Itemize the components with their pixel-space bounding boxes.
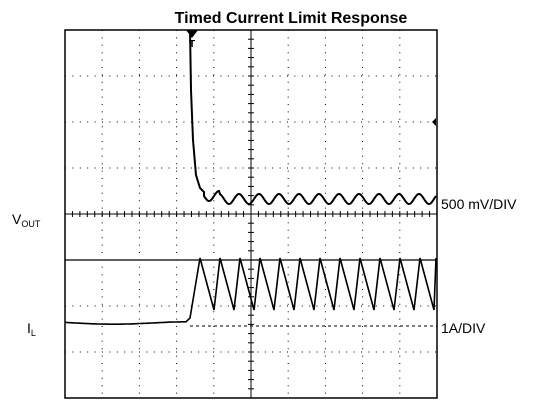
- channel-name: V: [12, 211, 22, 227]
- trigger-level: [432, 118, 436, 126]
- channel-scale: 1A/DIV: [441, 320, 486, 336]
- channel-subscript: L: [31, 328, 36, 338]
- il-trace: [65, 257, 437, 325]
- vout-trace: [189, 29, 437, 206]
- trigger-arrow: [186, 30, 198, 38]
- channel-label: IL: [27, 320, 36, 338]
- channel-subscript: OUT: [21, 219, 41, 229]
- title: Timed Current Limit Response: [175, 10, 408, 27]
- channel-label: VOUT: [12, 211, 41, 229]
- channel-scale: 500 mV/DIV: [441, 196, 517, 212]
- waveforms: [65, 29, 437, 325]
- channel-name: I: [27, 320, 31, 336]
- trigger-marker: T: [189, 39, 195, 50]
- graticule: [64, 29, 438, 399]
